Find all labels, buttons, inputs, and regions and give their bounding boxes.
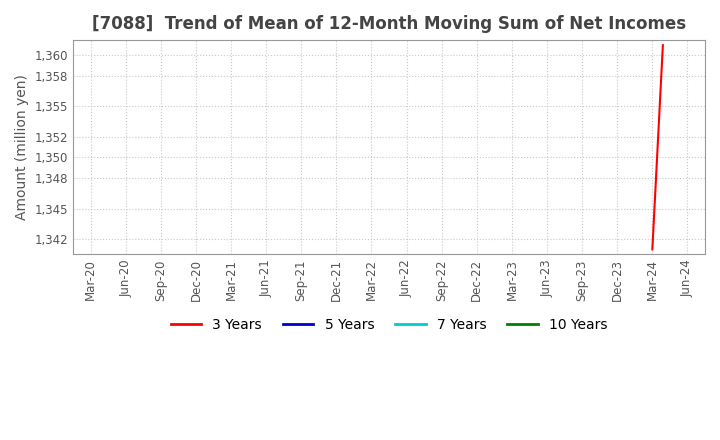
Title: [7088]  Trend of Mean of 12-Month Moving Sum of Net Incomes: [7088] Trend of Mean of 12-Month Moving … [92,15,686,33]
Legend: 3 Years, 5 Years, 7 Years, 10 Years: 3 Years, 5 Years, 7 Years, 10 Years [165,312,613,337]
Y-axis label: Amount (million yen): Amount (million yen) [15,74,29,220]
